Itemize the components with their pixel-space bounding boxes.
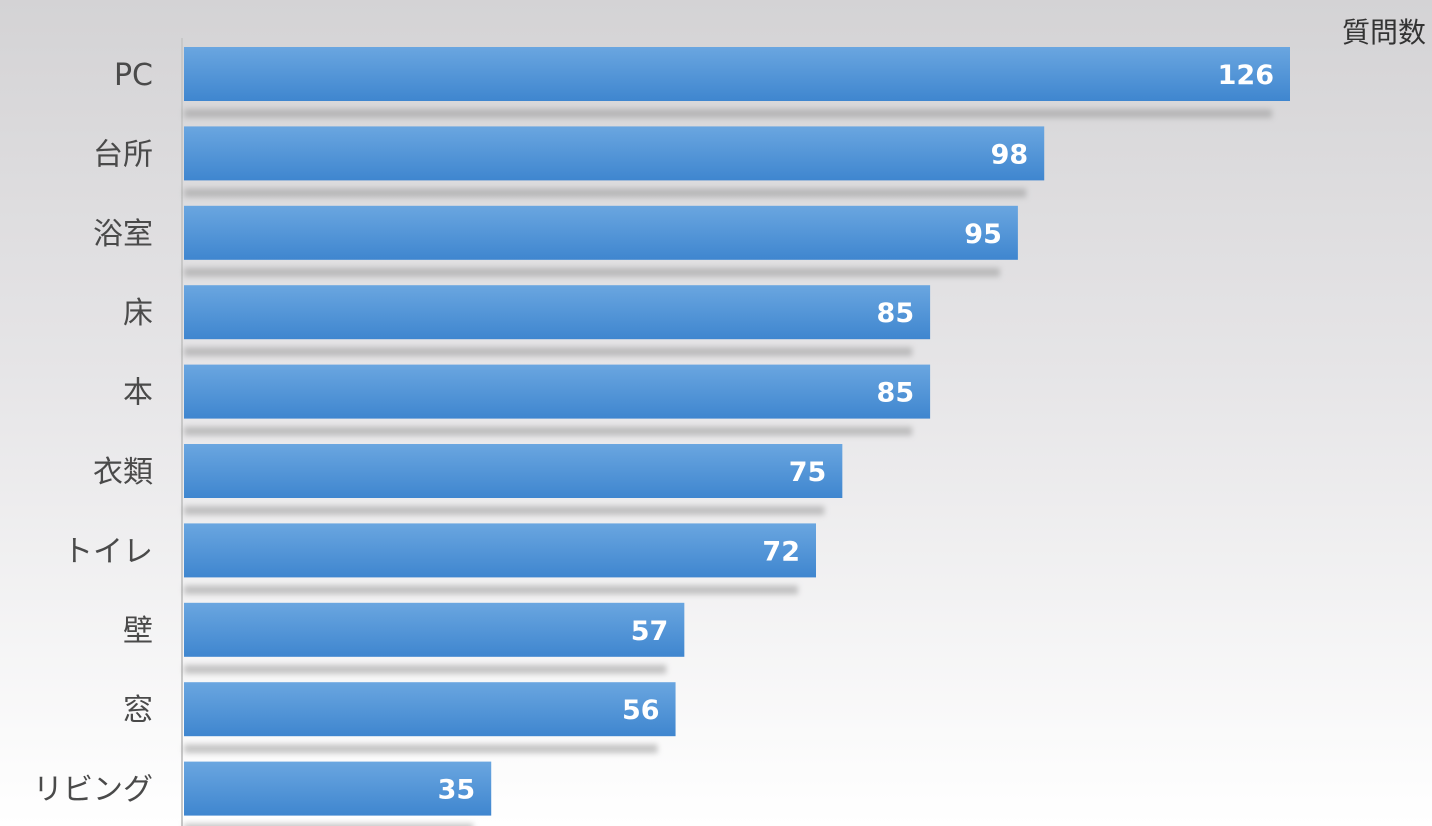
bar-shadow [184, 426, 913, 436]
bar-shadow [184, 506, 825, 515]
bar [184, 205, 1018, 260]
bar-shadow [184, 744, 658, 754]
data-label: 85 [877, 298, 915, 329]
category-label: 窓 [123, 693, 153, 728]
data-label: 95 [964, 219, 1002, 250]
bar [184, 364, 931, 419]
bar [184, 285, 931, 340]
category-label: 浴室 [93, 217, 153, 252]
category-label: 本 [123, 376, 153, 411]
data-label: 57 [631, 616, 669, 647]
bar [184, 682, 676, 737]
category-label: 台所 [93, 137, 153, 172]
bar-shadow [184, 188, 1027, 198]
data-label: 75 [789, 457, 827, 488]
category-label: リビング [33, 773, 153, 808]
bar-shadow [184, 664, 667, 674]
bar [184, 47, 1290, 101]
data-label: 126 [1218, 60, 1274, 91]
category-label: 床 [123, 296, 153, 331]
bar [184, 761, 492, 816]
bar [184, 523, 816, 578]
data-label: 35 [438, 775, 476, 806]
category-label: PC [114, 58, 153, 93]
unit-label: 質問数 [1342, 16, 1426, 49]
data-label: 98 [991, 139, 1029, 170]
bar-shadow [184, 347, 913, 357]
category-label: トイレ [63, 534, 153, 569]
data-label: 85 [877, 378, 915, 409]
bar [184, 444, 843, 498]
bar-shadow [184, 585, 798, 595]
data-label: 56 [622, 695, 660, 726]
category-label: 衣類 [93, 455, 153, 490]
category-label: 壁 [123, 614, 153, 649]
bar-shadow [184, 267, 1000, 277]
bar-shadow [184, 823, 474, 826]
bar [184, 126, 1045, 181]
bar-shadow [184, 109, 1272, 118]
bar [184, 602, 685, 657]
data-label: 72 [762, 536, 800, 567]
